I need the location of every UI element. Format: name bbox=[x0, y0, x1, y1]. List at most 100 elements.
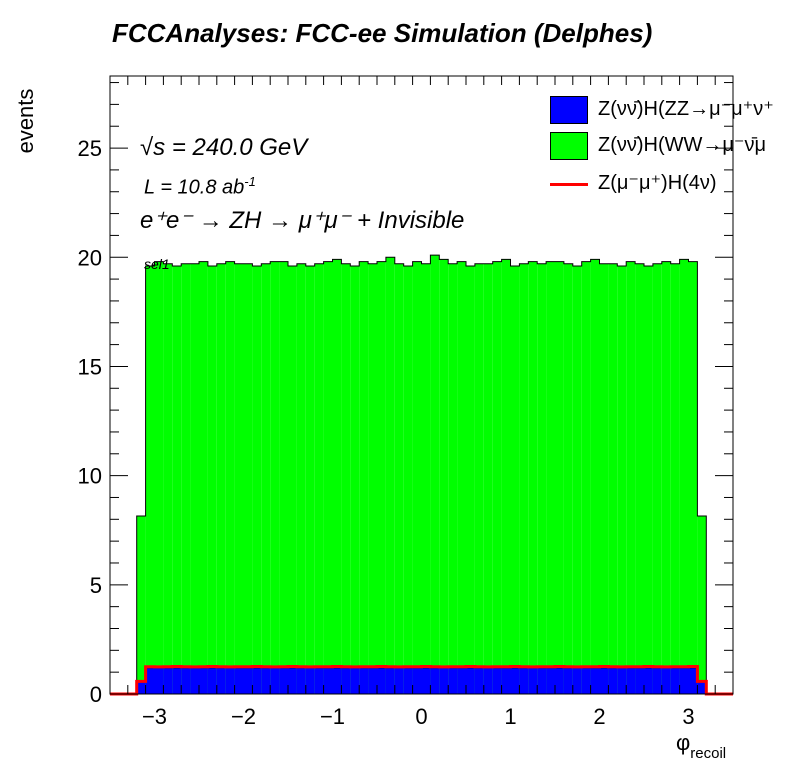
bin-bar bbox=[216, 667, 226, 694]
y-tick-label: 10 bbox=[78, 464, 102, 489]
bin-bar bbox=[457, 667, 466, 694]
legend-label-4nu: Z(μ⁻μ⁺)H(4ν) bbox=[598, 172, 717, 194]
annotation-energy: √s = 240.0 GeV bbox=[140, 134, 308, 161]
bin-bar bbox=[617, 667, 627, 694]
bin-bar bbox=[644, 667, 653, 694]
bin-bar bbox=[448, 263, 458, 694]
legend-label-zz: Z(νν̄)H(ZZ→μ⁻μ⁺ν⁺ bbox=[598, 98, 774, 120]
axis-tick-labels: −3 −2 −1 0 1 2 3 0 5 10 15 20 25 bbox=[78, 136, 695, 729]
y-tick-label: 0 bbox=[90, 682, 102, 707]
bin-bar bbox=[457, 261, 466, 694]
bin-bar bbox=[572, 265, 582, 694]
bin-bar bbox=[599, 667, 609, 694]
series-1-bins bbox=[110, 254, 733, 695]
bin-bar bbox=[537, 263, 547, 694]
y-tick-label: 20 bbox=[78, 245, 102, 270]
bin-bar bbox=[305, 667, 315, 694]
bin-bar bbox=[448, 667, 458, 694]
bin-bar bbox=[599, 263, 609, 694]
bin-bar bbox=[368, 263, 377, 694]
bin-bar bbox=[136, 681, 146, 694]
x-tick-label: −2 bbox=[231, 704, 256, 729]
bin-bar bbox=[626, 667, 636, 694]
bin-bar bbox=[181, 263, 191, 694]
bin-bar bbox=[136, 516, 146, 694]
bin-bar bbox=[314, 263, 324, 694]
bin-bar bbox=[466, 265, 475, 694]
bin-bar bbox=[368, 667, 377, 694]
series-0-bins bbox=[110, 667, 733, 695]
y-axis-label: events bbox=[6, 80, 42, 160]
annotation-selection: sel1 bbox=[144, 256, 170, 272]
bin-bar bbox=[519, 263, 529, 694]
bin-bar bbox=[190, 667, 199, 694]
legend-swatch-ww bbox=[550, 132, 588, 160]
bin-bar bbox=[279, 667, 288, 694]
series-1-outline bbox=[110, 254, 733, 695]
bin-bar bbox=[608, 667, 618, 694]
legend-label-ww: Z(νν̄)H(WW→μ⁻ν̄μ bbox=[598, 134, 766, 156]
bin-bar bbox=[403, 667, 413, 694]
bin-bar bbox=[492, 667, 502, 694]
bin-bar bbox=[474, 667, 484, 694]
bin-bar bbox=[172, 667, 182, 694]
x-tick-label: −1 bbox=[320, 704, 345, 729]
bin-bar bbox=[626, 261, 636, 694]
legend-swatch-zz bbox=[550, 96, 588, 124]
annotation-process: e⁺e⁻ → ZH → μ⁺μ⁻ + Invisible bbox=[140, 207, 465, 234]
x-tick-label: 2 bbox=[593, 704, 605, 729]
bin-bar bbox=[225, 261, 235, 694]
bin-bar bbox=[412, 261, 422, 694]
bin-bar bbox=[483, 667, 493, 694]
bin-bar bbox=[323, 261, 333, 694]
bin-bar bbox=[403, 265, 413, 694]
bin-bar bbox=[181, 667, 191, 694]
bin-bar bbox=[359, 667, 369, 694]
series-line-0 bbox=[110, 664, 733, 696]
annotation-luminosity-text: L = 10.8 ab bbox=[144, 176, 245, 199]
bin-bar bbox=[546, 667, 555, 694]
bin-bar bbox=[670, 667, 680, 694]
bin-bar bbox=[288, 265, 297, 694]
bin-bar bbox=[394, 667, 404, 694]
bin-bar bbox=[288, 667, 297, 694]
bin-bar bbox=[501, 259, 511, 694]
legend-swatch-4nu bbox=[550, 183, 588, 186]
x-axis-label-text: φ bbox=[676, 730, 691, 755]
y-axis-label-text: events bbox=[13, 88, 38, 154]
bin-bar bbox=[243, 667, 253, 694]
bin-bar bbox=[332, 667, 342, 694]
bin-bar bbox=[216, 263, 226, 694]
bin-bar bbox=[439, 259, 449, 694]
bin-bar bbox=[590, 667, 600, 694]
bin-bar bbox=[154, 261, 164, 694]
bin-bar bbox=[581, 261, 591, 694]
bin-bar bbox=[341, 667, 351, 694]
bin-bar bbox=[430, 667, 440, 694]
bin-bar bbox=[644, 265, 653, 694]
x-tick-label: 3 bbox=[682, 704, 694, 729]
bin-bar bbox=[528, 667, 538, 694]
bin-bar bbox=[563, 263, 573, 694]
bin-bar bbox=[145, 667, 155, 694]
y-tick-label: 5 bbox=[90, 573, 102, 598]
bin-bar bbox=[377, 261, 386, 694]
bin-bar bbox=[670, 263, 680, 694]
bin-bar bbox=[608, 263, 618, 694]
bin-bar bbox=[546, 261, 555, 694]
bin-bar bbox=[510, 667, 520, 694]
bin-bar bbox=[234, 263, 244, 694]
bin-bar bbox=[679, 259, 689, 694]
bin-bar bbox=[145, 265, 155, 694]
bin-bar bbox=[243, 263, 253, 694]
bin-bar bbox=[421, 667, 431, 694]
bin-bar bbox=[199, 667, 208, 694]
bin-bar bbox=[483, 263, 493, 694]
bin-bar bbox=[270, 667, 280, 694]
bin-bar bbox=[688, 261, 698, 694]
bin-bar bbox=[537, 667, 547, 694]
bin-bar bbox=[305, 265, 315, 694]
bin-bar bbox=[466, 667, 475, 694]
bin-bar bbox=[385, 667, 395, 694]
bin-bar bbox=[563, 667, 573, 694]
